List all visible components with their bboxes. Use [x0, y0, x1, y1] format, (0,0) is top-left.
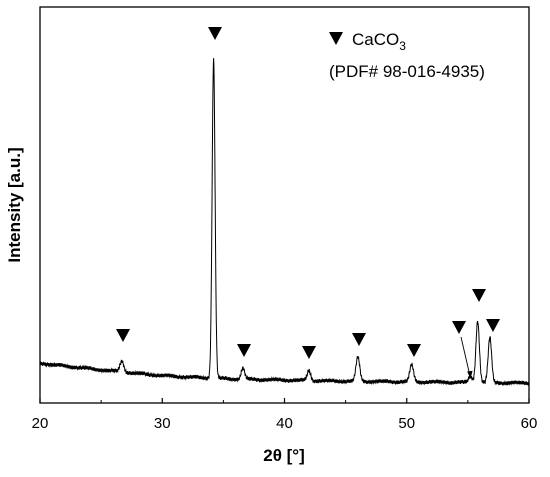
peak-marker-triangle-icon — [208, 27, 222, 40]
peak-marker-triangle-icon — [486, 319, 500, 332]
x-axis: 20 30 40 50 60 — [32, 398, 538, 432]
peak-leader-arrow — [460, 336, 471, 377]
legend-reference: (PDF# 98-016-4935) — [329, 62, 485, 81]
peak-marker-triangle-icon — [472, 289, 486, 302]
peak-marker-triangle-icon — [302, 346, 316, 359]
diffraction-pattern-line — [39, 58, 530, 386]
x-tick-label: 30 — [154, 415, 171, 432]
x-tick-label: 20 — [32, 415, 49, 432]
peak-leader-arrowhead — [467, 370, 473, 379]
legend-compound: CaCO3 — [352, 30, 406, 53]
legend-marker-triangle-icon — [329, 32, 343, 45]
peak-marker-triangle-icon — [116, 329, 130, 342]
x-axis-title: 2θ [°] — [263, 446, 305, 465]
peak-marker-triangle-icon — [237, 344, 251, 357]
legend-compound-base: CaCO — [352, 30, 399, 49]
peak-marker-triangle-icon — [452, 321, 466, 334]
legend-compound-subscript: 3 — [399, 39, 406, 53]
x-tick-label: 50 — [398, 415, 415, 432]
y-axis-title: Intensity [a.u.] — [5, 147, 24, 262]
peak-marker-triangle-icon — [352, 333, 366, 346]
peak-marker-triangle-icon — [407, 344, 421, 357]
legend: CaCO3 (PDF# 98-016-4935) — [329, 30, 485, 81]
x-tick-label: 60 — [521, 415, 538, 432]
x-tick-label: 40 — [276, 415, 293, 432]
